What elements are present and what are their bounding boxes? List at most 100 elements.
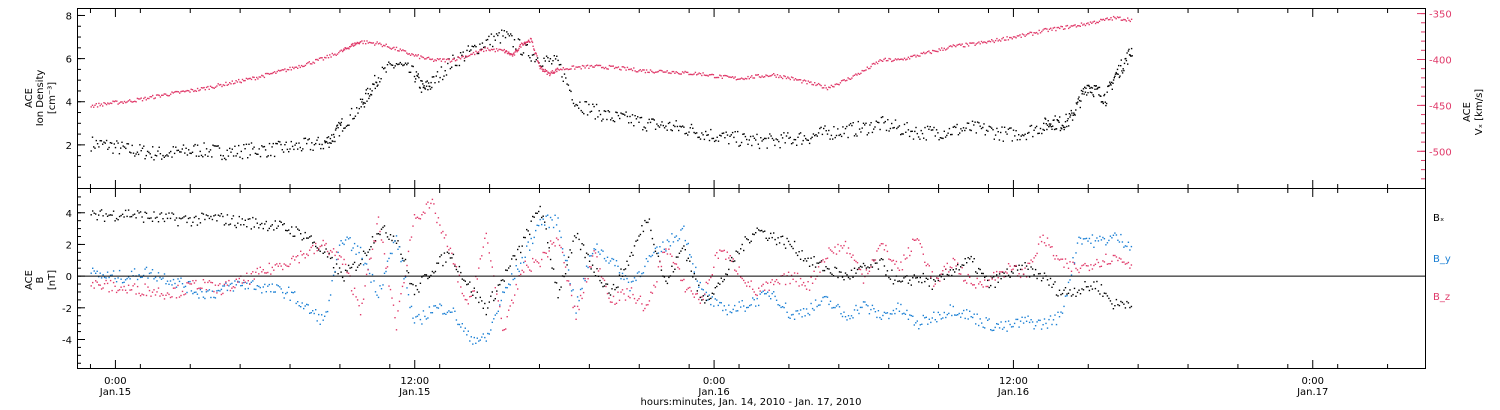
- velocity-point: [164, 93, 167, 95]
- velocity-point: [785, 77, 788, 80]
- density-point: [665, 125, 667, 127]
- density-point: [747, 143, 749, 145]
- bz-point: [145, 294, 148, 297]
- bx-point: [130, 215, 133, 218]
- density-point: [1117, 73, 1119, 75]
- by-point: [594, 248, 597, 251]
- bz-point: [829, 249, 832, 251]
- bz-point: [734, 269, 736, 271]
- bx-point: [750, 240, 752, 242]
- density-point: [545, 55, 548, 57]
- density-point: [504, 36, 507, 39]
- density-point: [113, 143, 115, 145]
- bz-point: [436, 221, 438, 224]
- bx-point: [259, 223, 261, 226]
- velocity-point: [116, 100, 118, 102]
- by-point: [208, 289, 211, 291]
- velocity-point: [462, 55, 464, 58]
- density-point: [1074, 114, 1076, 116]
- bz-point: [629, 297, 631, 299]
- velocity-point: [324, 56, 326, 59]
- bx-point: [490, 295, 492, 297]
- density-point: [235, 155, 237, 157]
- bz-point: [1097, 261, 1100, 264]
- velocity-point: [773, 73, 775, 75]
- by-point: [497, 310, 499, 312]
- velocity-point: [656, 71, 658, 73]
- velocity-point: [168, 94, 171, 97]
- velocity-point: [598, 64, 600, 67]
- by-point: [162, 277, 164, 279]
- bx-point: [707, 295, 709, 297]
- bx-point: [843, 279, 845, 281]
- bz-point: [371, 248, 374, 250]
- bx-point: [1126, 300, 1128, 303]
- density-point: [485, 39, 487, 41]
- density-point: [1053, 128, 1056, 131]
- density-point: [298, 142, 300, 144]
- density-point: [544, 60, 546, 62]
- velocity-point: [884, 57, 886, 60]
- density-point: [114, 146, 117, 149]
- by-point: [998, 327, 1001, 329]
- bz-point: [259, 266, 261, 268]
- density-point: [1075, 102, 1078, 104]
- bz-point: [894, 263, 896, 265]
- velocity-point: [132, 101, 135, 103]
- bx-point: [1094, 287, 1097, 290]
- density-point: [257, 153, 259, 155]
- bx-point: [424, 274, 426, 276]
- density-point: [1066, 120, 1069, 122]
- density-point: [227, 155, 230, 157]
- by-point: [729, 311, 731, 313]
- velocity-point: [474, 53, 476, 56]
- density-point: [1062, 125, 1064, 127]
- bx-point: [121, 213, 124, 215]
- density-point: [740, 141, 743, 144]
- velocity-point: [368, 41, 371, 44]
- density-point: [145, 154, 147, 157]
- density-point: [803, 135, 806, 137]
- velocity-point: [928, 50, 930, 52]
- bx-point: [931, 288, 933, 290]
- density-point: [712, 137, 715, 140]
- density-point: [748, 139, 750, 141]
- bz-point: [954, 259, 956, 261]
- density-point: [232, 155, 235, 157]
- density-point: [1123, 62, 1126, 65]
- by-point: [651, 254, 654, 257]
- velocity-point: [994, 39, 997, 42]
- velocity-point: [679, 73, 681, 75]
- velocity-point: [796, 79, 798, 81]
- velocity-point: [293, 67, 295, 70]
- density-point: [905, 131, 907, 133]
- density-point: [141, 147, 144, 149]
- bx-point: [186, 221, 188, 224]
- bz-point: [199, 287, 202, 289]
- density-point: [475, 46, 477, 48]
- bz-point: [832, 252, 835, 254]
- bz-point: [309, 249, 311, 251]
- bx-point: [644, 219, 646, 222]
- bx-point: [567, 256, 570, 258]
- bx-point: [599, 279, 601, 282]
- bx-point: [270, 225, 272, 227]
- bx-point: [255, 218, 257, 220]
- bx-point: [235, 226, 237, 229]
- velocity-point: [1092, 21, 1094, 23]
- density-point: [340, 121, 342, 124]
- velocity-point: [910, 55, 912, 58]
- velocity-point: [226, 84, 228, 86]
- density-point: [882, 116, 884, 118]
- bx-point: [1018, 264, 1020, 266]
- bz-point: [677, 266, 679, 269]
- density-point: [1016, 139, 1019, 141]
- density-point: [991, 127, 993, 129]
- density-point: [616, 111, 618, 114]
- bz-point: [716, 252, 718, 254]
- by-point: [256, 285, 258, 287]
- bx-point: [879, 259, 881, 261]
- velocity-point: [1018, 35, 1020, 37]
- bz-point: [463, 295, 465, 297]
- velocity-point: [546, 73, 548, 75]
